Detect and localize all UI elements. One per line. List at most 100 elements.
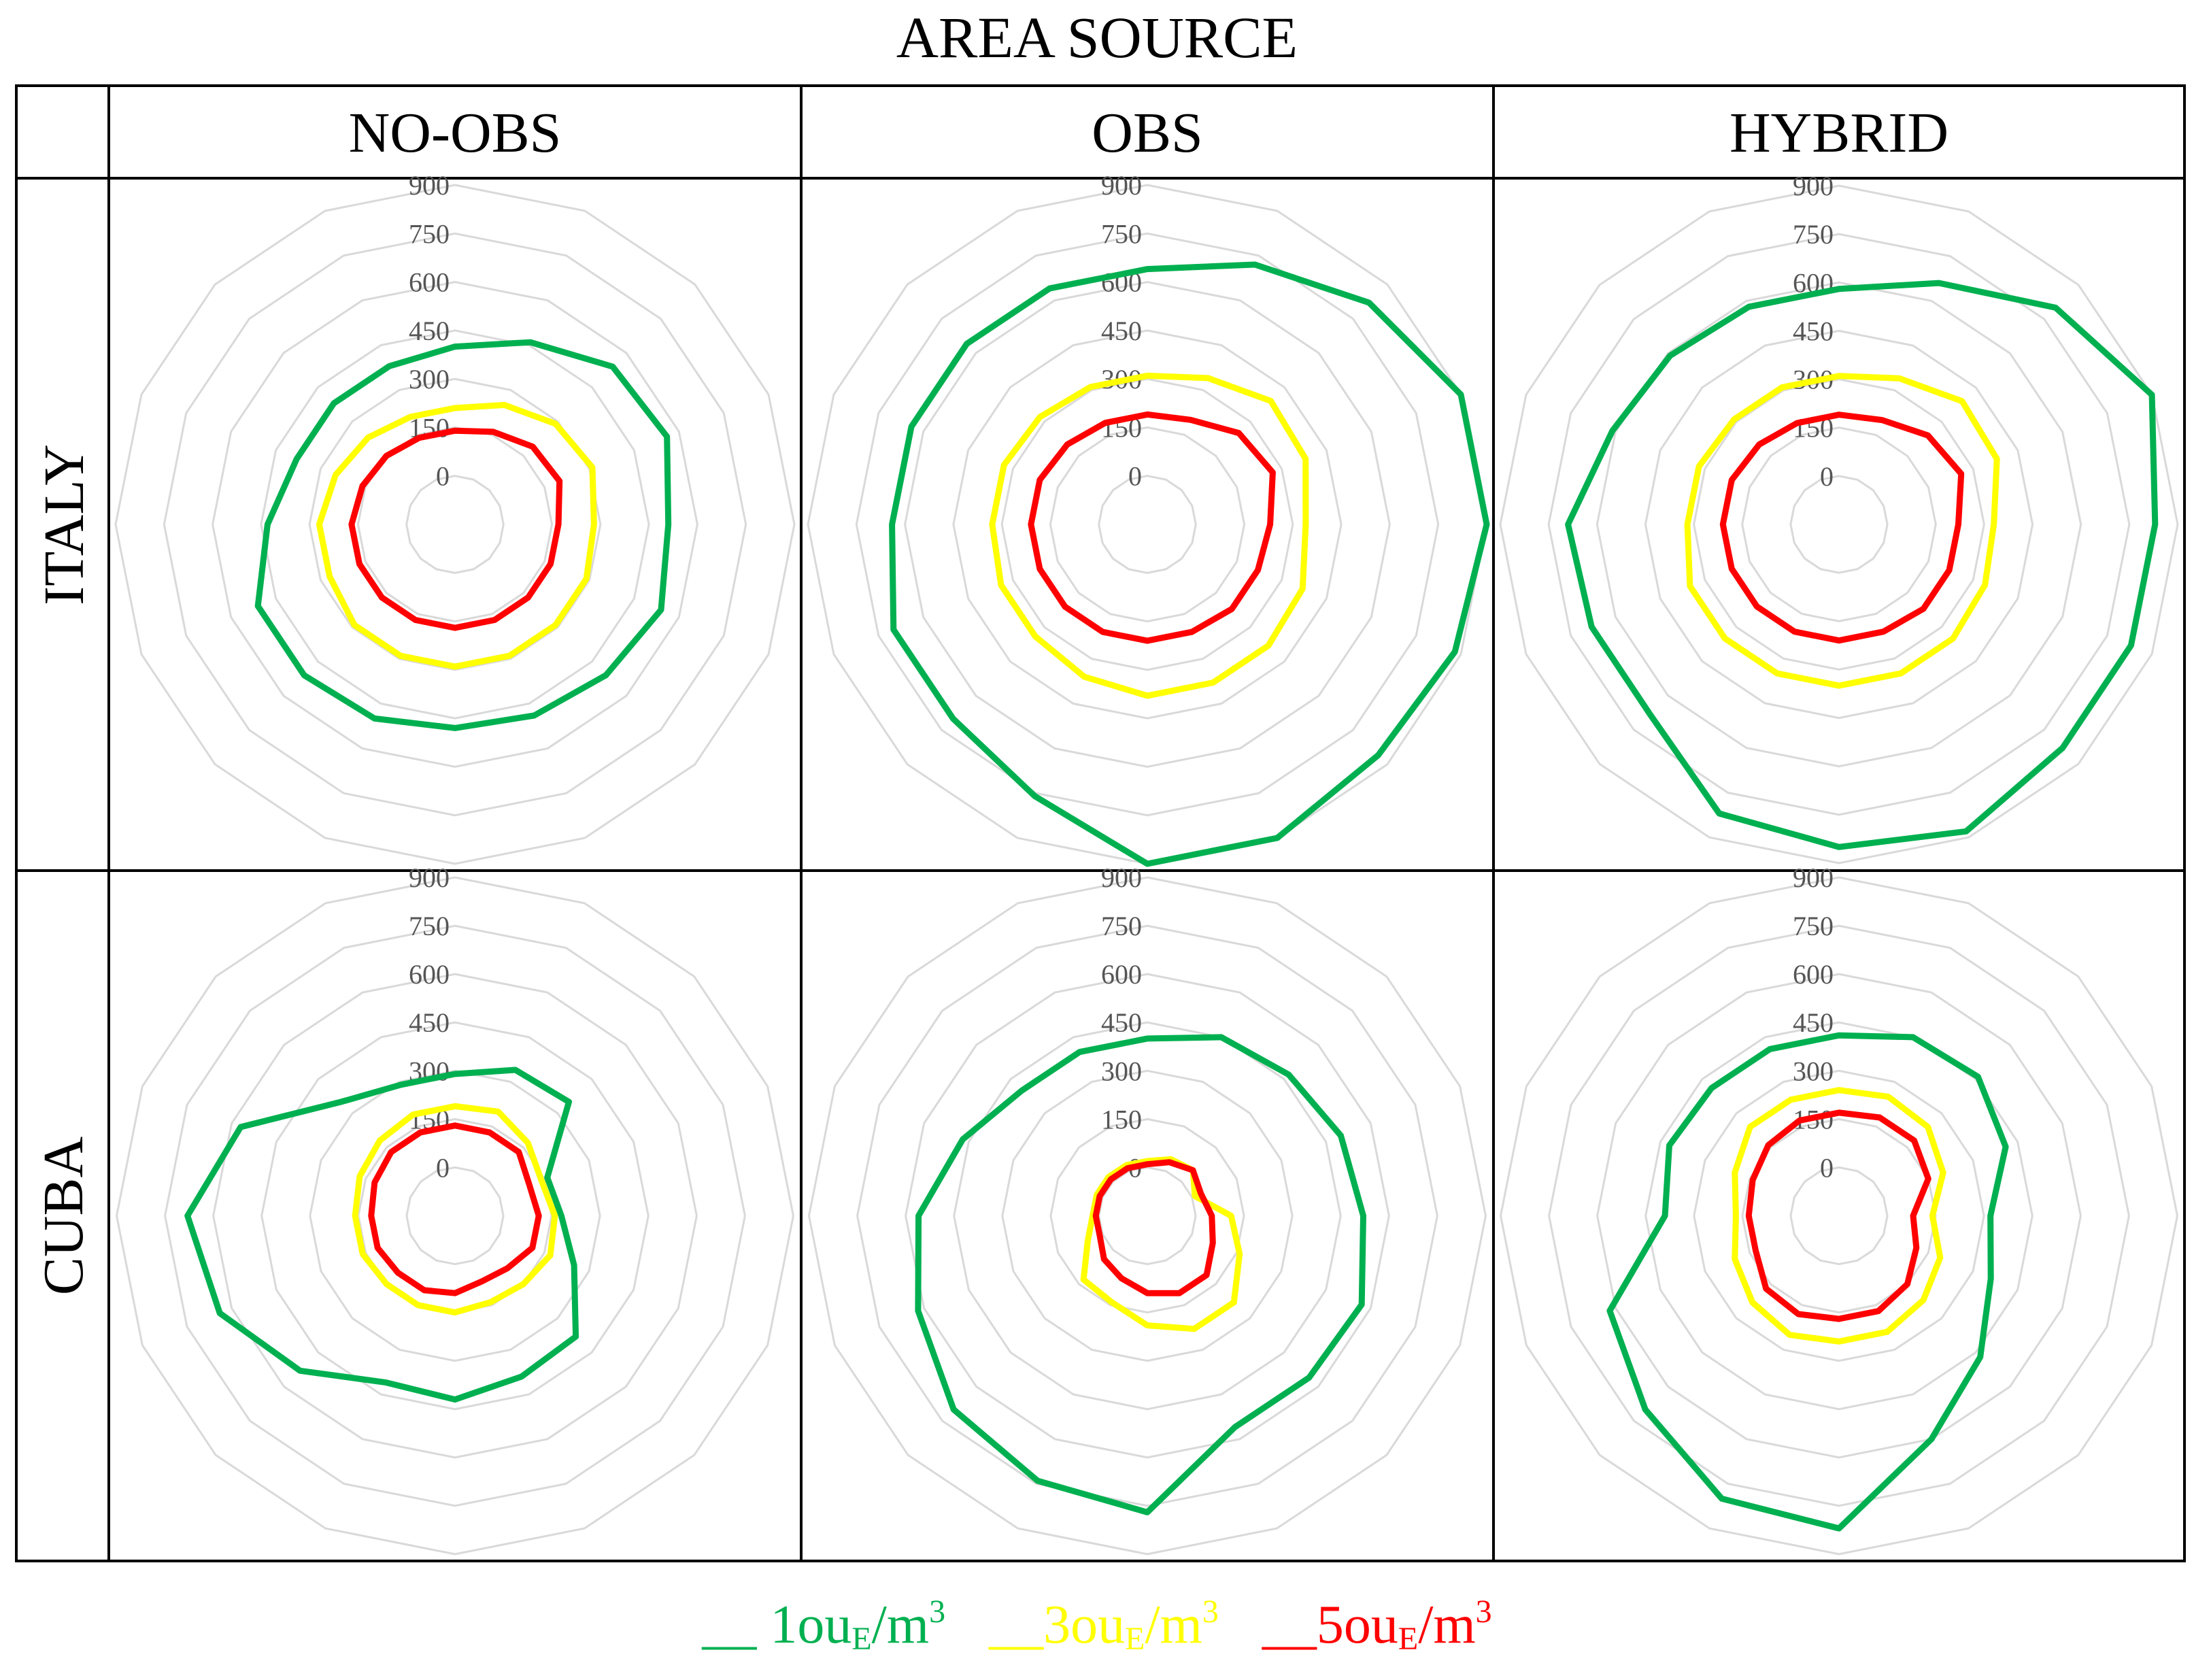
tick-label-450: 450 bbox=[1101, 316, 1142, 346]
tick-label-750: 750 bbox=[1101, 218, 1142, 249]
legend-subscript: E bbox=[1398, 1621, 1419, 1657]
series-line-1ouem3 bbox=[889, 261, 1490, 867]
row-label-cuba: CUBA bbox=[32, 1136, 96, 1296]
radar-italy-hybrid: 0 150 300 450 600 750 900 bbox=[1495, 171, 2183, 869]
grid-ring-6 bbox=[807, 876, 1487, 1556]
tick-label-0: 0 bbox=[1820, 461, 1834, 492]
series-line-1ouem3 bbox=[254, 339, 672, 731]
grid-ring-6 bbox=[807, 184, 1488, 865]
grid-ring-6 bbox=[1499, 876, 2179, 1556]
series-line-3ouem3 bbox=[1080, 1156, 1243, 1332]
tick-label-150: 150 bbox=[1101, 1104, 1142, 1135]
grid-ring-6 bbox=[1499, 184, 2179, 864]
grid-ring-0 bbox=[1098, 475, 1197, 574]
legend-exponent: 3 bbox=[929, 1594, 946, 1630]
legend-unit: /m bbox=[871, 1595, 930, 1655]
legend-swatch-yellow: __ bbox=[989, 1595, 1044, 1655]
grid-ring-3 bbox=[260, 329, 650, 720]
grid-ring-5 bbox=[1548, 924, 2130, 1507]
grid-ring-4 bbox=[1596, 973, 2082, 1459]
grid-ring-0 bbox=[1789, 1166, 1889, 1266]
tick-label-300: 300 bbox=[1101, 1056, 1142, 1086]
legend: __ 1ouE/m3 __3ouE/m3 __5ouE/m3 bbox=[0, 1571, 2194, 1657]
tick-label-450: 450 bbox=[1101, 1007, 1142, 1038]
series-line-5ouem3 bbox=[1745, 1109, 1931, 1322]
legend-unit: /m bbox=[1145, 1595, 1202, 1655]
column-header-no-obs: NO-OBS bbox=[348, 101, 562, 165]
series-line-5ouem3 bbox=[368, 1122, 542, 1296]
tick-label-900: 900 bbox=[409, 862, 450, 893]
grid-ring-4 bbox=[905, 973, 1390, 1459]
grid-ring-1 bbox=[1049, 1118, 1245, 1314]
tick-label-750: 750 bbox=[409, 218, 450, 249]
grid-divider bbox=[18, 869, 2183, 872]
series-line-3ouem3 bbox=[1684, 373, 2000, 689]
grid-ring-1 bbox=[1741, 426, 1937, 622]
grid-ring-5 bbox=[1547, 233, 2131, 816]
tick-label-0: 0 bbox=[436, 461, 450, 492]
grid-ring-0 bbox=[405, 1166, 505, 1266]
tick-label-600: 600 bbox=[409, 959, 450, 990]
legend-item-1oue: __ 1ouE/m3 bbox=[702, 1571, 945, 1680]
grid-ring-3 bbox=[260, 1021, 649, 1411]
series-line-1ouem3 bbox=[915, 1034, 1366, 1515]
series-line-1ouem3 bbox=[1565, 280, 2159, 850]
tick-label-900: 900 bbox=[1793, 171, 1834, 201]
tick-label-450: 450 bbox=[1793, 1007, 1834, 1038]
row-header-cuba: CUBA bbox=[18, 872, 110, 1560]
tick-label-600: 600 bbox=[1101, 959, 1142, 990]
legend-subscript: E bbox=[1125, 1621, 1145, 1657]
tick-label-750: 750 bbox=[409, 911, 450, 941]
grid-divider bbox=[800, 87, 803, 1560]
grid-ring-0 bbox=[1789, 475, 1889, 574]
grid-ring-4 bbox=[212, 281, 698, 768]
grid-ring-5 bbox=[164, 924, 746, 1507]
radar-italy-no-obs: 0 150 300 450 600 750 900 bbox=[110, 170, 800, 869]
tick-label-900: 900 bbox=[1101, 862, 1142, 893]
grid-ring-6 bbox=[114, 184, 796, 865]
grid-divider bbox=[107, 87, 110, 1560]
series-line-5ouem3 bbox=[348, 427, 563, 631]
legend-item-5oue: __5ouE/m3 bbox=[1262, 1571, 1492, 1680]
row-header-italy: ITALY bbox=[18, 180, 110, 869]
tick-label-450: 450 bbox=[1793, 316, 1834, 346]
tick-label-450: 450 bbox=[409, 1007, 450, 1038]
radar-cuba-no-obs: 0 150 300 450 600 750 900 bbox=[110, 862, 800, 1560]
grid-ring-2 bbox=[309, 1069, 601, 1362]
tick-label-900: 900 bbox=[1793, 862, 1834, 893]
column-header-hybrid: HYBRID bbox=[1729, 101, 1948, 165]
grid-ring-5 bbox=[855, 232, 1440, 817]
grid-ring-4 bbox=[904, 281, 1391, 768]
chart-title: AREA SOURCE bbox=[896, 5, 1298, 70]
series-line-5ouem3 bbox=[1028, 411, 1276, 644]
radar-italy-obs: 0 150 300 450 600 750 900 bbox=[803, 170, 1492, 869]
legend-swatch-red: __ bbox=[1262, 1595, 1317, 1655]
legend-label: 5ou bbox=[1316, 1595, 1398, 1655]
tick-label-750: 750 bbox=[1101, 911, 1142, 941]
grid-ring-2 bbox=[1693, 378, 1985, 671]
series-line-3ouem3 bbox=[989, 372, 1309, 699]
grid-ring-2 bbox=[1693, 1069, 1985, 1362]
grid-ring-5 bbox=[856, 924, 1438, 1507]
tick-label-600: 600 bbox=[409, 267, 450, 298]
tick-label-600: 600 bbox=[1793, 959, 1834, 990]
series-line-3ouem3 bbox=[1732, 1087, 1946, 1345]
grid-divider bbox=[18, 177, 2183, 180]
legend-label: 1ou bbox=[770, 1595, 852, 1655]
tick-label-450: 450 bbox=[409, 316, 450, 346]
legend-exponent: 3 bbox=[1202, 1594, 1219, 1630]
series-line-3ouem3 bbox=[316, 401, 597, 670]
legend-unit: /m bbox=[1418, 1595, 1476, 1655]
tick-label-0: 0 bbox=[436, 1152, 450, 1183]
grid-ring-6 bbox=[115, 876, 795, 1556]
panel-grid: NO-OBS OBS HYBRID ITALY CUBA 0 150 300 450 6… bbox=[15, 84, 2186, 1562]
tick-label-750: 750 bbox=[1793, 911, 1834, 941]
grid-ring-3 bbox=[953, 1021, 1342, 1411]
grid-ring-3 bbox=[952, 329, 1343, 720]
legend-subscript: E bbox=[851, 1621, 872, 1657]
legend-swatch-green: __ bbox=[702, 1595, 771, 1655]
